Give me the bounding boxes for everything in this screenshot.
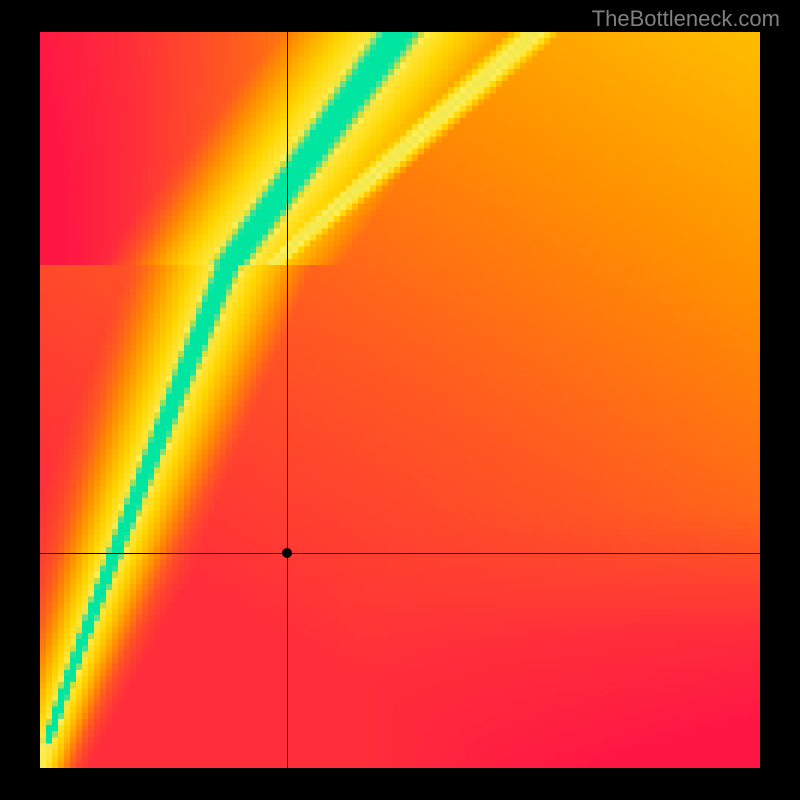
crosshair-vertical (287, 32, 288, 768)
heatmap-plot (40, 32, 760, 768)
heatmap-canvas (40, 32, 760, 768)
marker-dot (282, 548, 292, 558)
watermark-text: TheBottleneck.com (592, 6, 780, 32)
crosshair-horizontal (40, 553, 760, 554)
